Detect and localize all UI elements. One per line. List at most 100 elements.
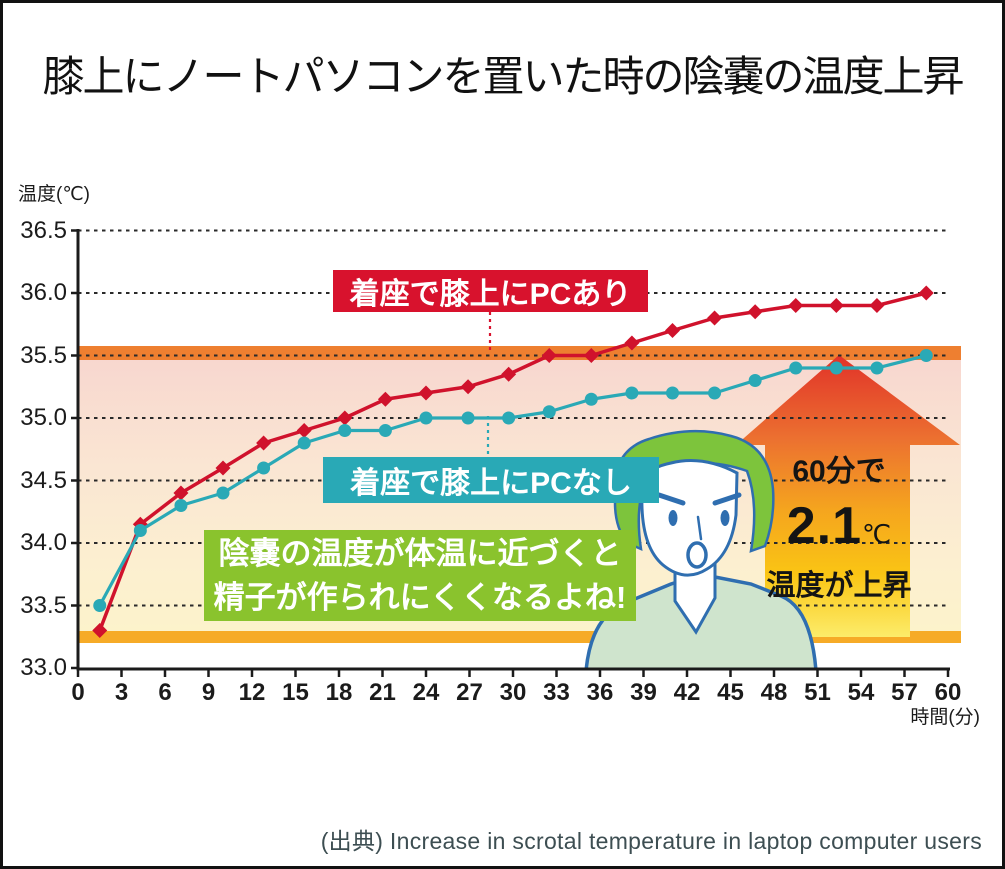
data-point-marker — [173, 485, 189, 501]
data-point-marker — [92, 623, 108, 638]
man-open-mouth — [686, 541, 708, 569]
x-tick-label: 36 — [586, 679, 614, 706]
data-point-marker — [377, 391, 393, 407]
x-tick-label: 39 — [630, 679, 657, 706]
arrow-value: 2.1 — [786, 497, 863, 555]
arrow-text-rise: 温度が上昇 — [766, 570, 912, 602]
x-tick-label: 9 — [201, 679, 216, 706]
data-point-marker — [828, 298, 844, 313]
data-point-marker — [583, 348, 599, 363]
upper-highlight-band — [78, 346, 961, 360]
data-point-marker — [625, 386, 639, 400]
data-point-marker — [869, 298, 885, 313]
x-tick-label: 27 — [456, 679, 483, 706]
chart-title: 膝上にノートパソコンを置いた時の陰嚢の温度上昇 — [42, 53, 964, 100]
data-point-marker — [378, 424, 392, 437]
x-tick-label: 33 — [543, 679, 570, 706]
x-tick-label: 54 — [847, 679, 875, 706]
data-point-marker — [256, 435, 272, 451]
data-point-marker — [708, 386, 722, 400]
data-point-marker — [460, 379, 476, 395]
y-tick-label: 35.0 — [20, 404, 67, 431]
data-point-marker — [461, 411, 475, 425]
x-tick-label: 6 — [158, 679, 172, 706]
callout-line1: 陰嚢の温度が体温に近づくと — [218, 535, 622, 571]
data-point-marker — [541, 348, 557, 363]
data-point-marker — [870, 361, 884, 375]
sperm-warning-callout: 陰嚢の温度が体温に近づくと 精子が作られにくくなるよね! — [204, 530, 636, 621]
data-point-marker — [297, 436, 311, 450]
callout-line2: 精子が作られにくくなるよね! — [213, 579, 627, 615]
man-face — [640, 459, 739, 577]
data-point-marker — [337, 410, 353, 426]
data-point-marker — [542, 405, 556, 419]
data-point-marker — [93, 599, 107, 612]
data-point-marker — [666, 386, 679, 400]
data-point-marker — [919, 349, 933, 362]
cartoon-man-illustration — [584, 429, 818, 669]
data-point-marker — [257, 461, 271, 475]
arrow-annotation: 60分で 2.1℃ 温度が上昇 — [755, 446, 923, 604]
data-point-marker — [707, 310, 723, 326]
x-tick-label: 21 — [369, 679, 396, 706]
x-tick-label: 3 — [114, 679, 129, 706]
x-tick-label: 45 — [717, 679, 744, 706]
source-citation: (出典) Increase in scrotal temperature in … — [320, 828, 982, 854]
data-point-marker — [748, 374, 762, 387]
x-tick-label: 0 — [71, 679, 85, 706]
data-point-marker — [501, 366, 517, 382]
x-tick-label: 60 — [934, 679, 962, 706]
data-point-marker — [747, 304, 763, 320]
data-point-marker — [133, 524, 147, 537]
arrow-text-value-row: 2.1℃ — [755, 496, 923, 556]
data-point-marker — [918, 285, 934, 301]
series-label-pc-on-text: 着座で膝上にPCあり — [349, 278, 632, 311]
data-point-marker — [419, 411, 433, 425]
data-point-marker — [624, 335, 640, 351]
data-point-marker — [215, 460, 231, 476]
x-tick-label: 15 — [282, 679, 309, 706]
y-tick-label: 34.0 — [20, 529, 67, 556]
series-label-pc-off: 着座で膝上にPCなし — [323, 457, 659, 503]
x-tick-label: 57 — [891, 679, 918, 706]
data-series-layer — [92, 285, 934, 638]
x-tick-label: 42 — [673, 679, 701, 706]
data-point-marker — [665, 323, 680, 338]
data-point-marker — [584, 392, 598, 406]
data-point-marker — [296, 423, 312, 438]
temperature-line-chart — [71, 229, 961, 677]
axis-lines — [76, 229, 950, 671]
y-tick-label: 33.0 — [20, 654, 67, 681]
data-point-marker — [789, 361, 803, 375]
man-right-eye — [720, 510, 730, 526]
x-tick-label: 48 — [760, 679, 788, 706]
series-label-pc-on: 着座で膝上にPCあり — [333, 270, 648, 312]
data-point-marker — [216, 486, 230, 500]
x-tick-label: 24 — [412, 679, 440, 706]
data-point-marker — [829, 361, 843, 375]
y-tick-label: 33.5 — [20, 591, 67, 619]
arrow-text-duration: 60分で — [792, 455, 886, 488]
x-tick-label: 12 — [238, 679, 266, 706]
data-point-marker — [788, 298, 804, 313]
data-point-marker — [174, 499, 188, 512]
x-tick-label: 18 — [325, 679, 353, 706]
x-tick-label: 30 — [499, 679, 527, 706]
x-tick-label: 51 — [804, 679, 831, 706]
man-left-eyebrow — [656, 492, 686, 506]
temperature-rise-arrow-icon — [736, 355, 960, 637]
data-point-marker — [338, 424, 352, 437]
y-tick-label: 36.0 — [20, 279, 67, 306]
series-label-pc-off-text: 着座で膝上にPCなし — [350, 467, 632, 500]
data-point-marker — [418, 385, 434, 401]
y-axis-label: 温度(℃) — [18, 184, 90, 205]
y-tick-label: 35.5 — [20, 341, 67, 369]
x-axis-label: 時間(分) — [910, 707, 980, 728]
man-right-eyebrow — [712, 492, 742, 506]
y-tick-label: 34.5 — [20, 466, 67, 494]
man-left-eye — [668, 510, 678, 526]
y-tick-label: 36.5 — [20, 216, 67, 244]
data-point-marker — [502, 411, 516, 425]
arrow-unit: ℃ — [862, 519, 892, 549]
